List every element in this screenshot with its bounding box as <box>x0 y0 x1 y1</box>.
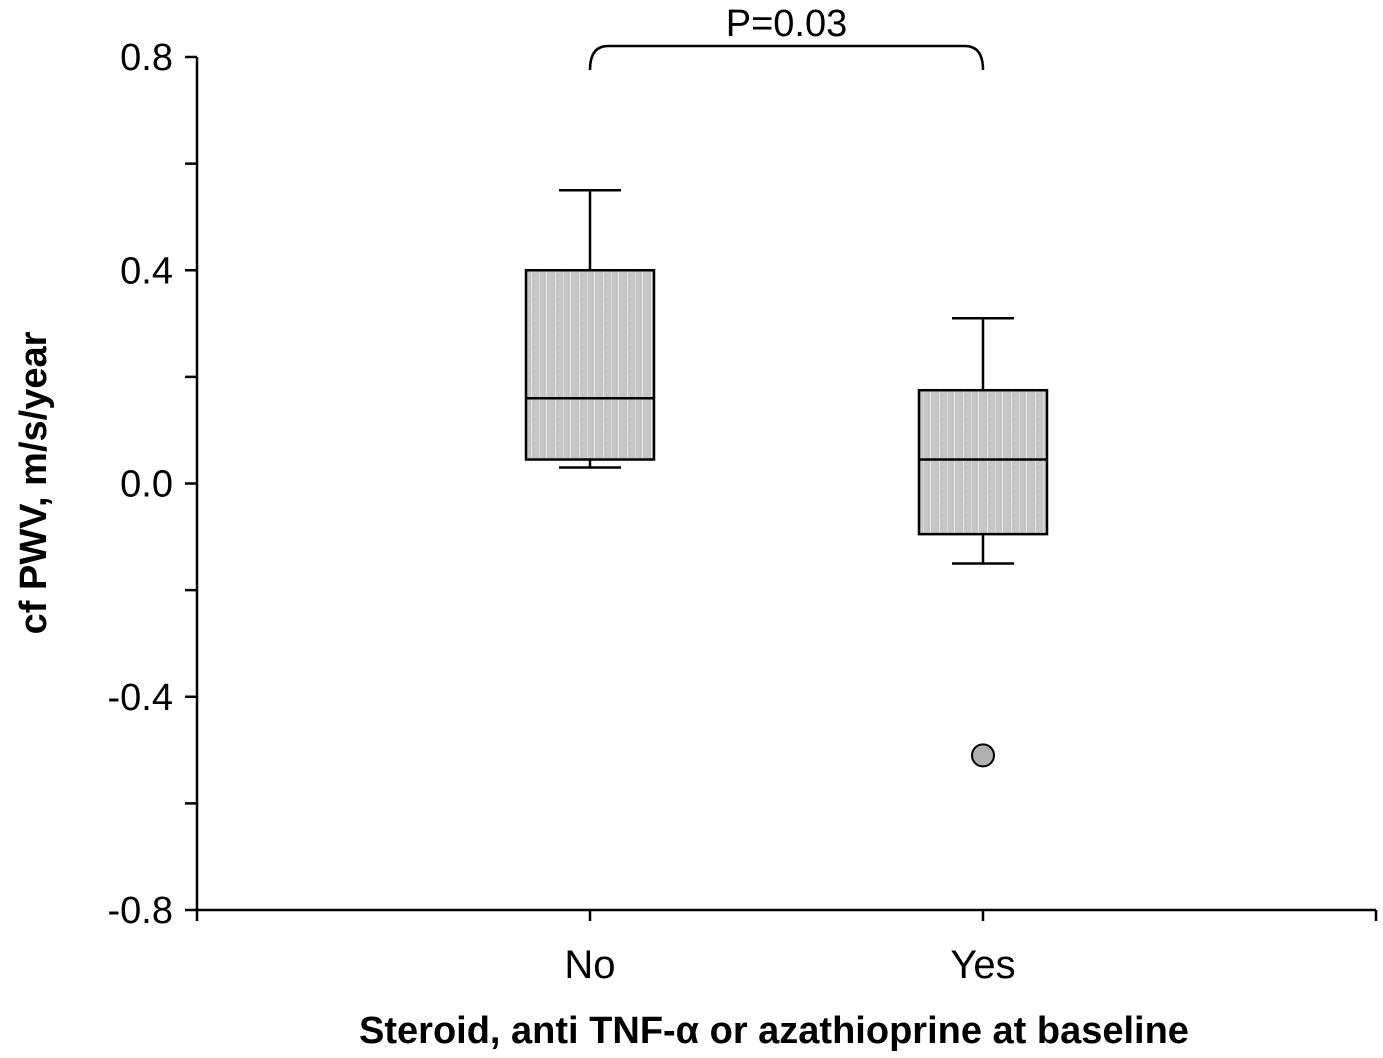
y-tick-label: -0.8 <box>108 890 173 932</box>
p-value-annotation: P=0.03 <box>726 3 848 45</box>
outlier-point <box>971 743 995 768</box>
x-category-label: Yes <box>950 943 1015 987</box>
y-tick-label: 0.0 <box>120 464 173 506</box>
iqr-box <box>524 269 656 461</box>
significance-bracket <box>588 44 985 71</box>
boxes-group <box>524 189 1049 768</box>
box-yes <box>917 316 1049 768</box>
x-category-label: No <box>564 943 615 987</box>
x-axis-title: Steroid, anti TNF-α or azathioprine at b… <box>359 1010 1189 1052</box>
y-tick-label: 0.8 <box>120 37 173 79</box>
y-axis-title: cf PWV, m/s/year <box>13 331 55 634</box>
y-tick-label: 0.4 <box>120 250 173 292</box>
y-tick-label: -0.4 <box>108 677 173 719</box>
y-axis-ticks: -0.8 -0.4 0.0 0.4 0.8 <box>108 37 197 932</box>
iqr-box <box>917 388 1049 536</box>
box-no <box>524 189 656 469</box>
x-axis-ticks: No Yes <box>195 910 1378 987</box>
